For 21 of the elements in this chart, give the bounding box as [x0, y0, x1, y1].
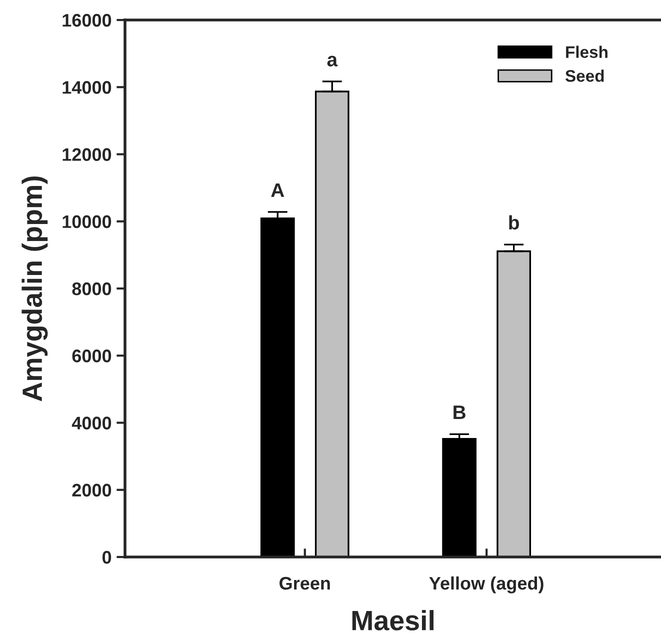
annotation: b: [509, 215, 519, 230]
annotation: B: [454, 406, 466, 420]
x-tick-label: Yellow (aged): [429, 576, 544, 594]
y-tick-label: 8000: [72, 282, 112, 296]
legend-label: Seed: [565, 70, 604, 82]
y-tick-label: 16000: [62, 14, 112, 27]
annotation: A: [271, 183, 284, 197]
y-tick-label: 14000: [62, 81, 112, 94]
bar: [442, 438, 477, 557]
bar: [314, 90, 350, 557]
y-tick-label: 10000: [62, 215, 112, 228]
y-tick-label: 0: [102, 550, 112, 564]
x-tick-label: Green: [280, 576, 330, 590]
y-tick-label: 12000: [62, 148, 112, 161]
x-axis-title: Maesil: [352, 610, 434, 630]
y-axis-title: Amygdalin (ppm): [22, 176, 48, 402]
annotation: a: [327, 56, 338, 66]
legend-label: Flesh: [566, 46, 608, 58]
y-tick-label: 2000: [72, 484, 112, 497]
y-tick-label: 4000: [72, 416, 112, 430]
y-tick-label: 6000: [72, 350, 112, 362]
